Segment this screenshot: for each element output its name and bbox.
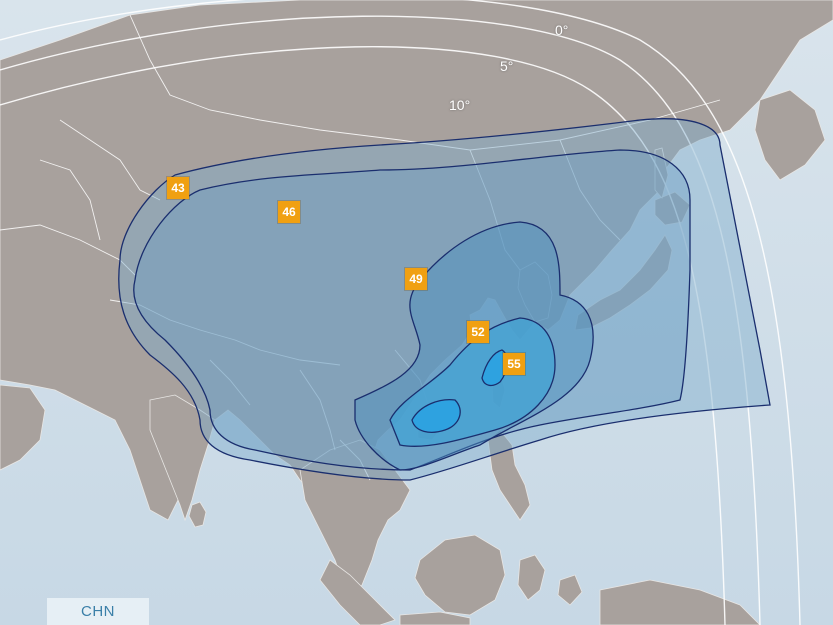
- elevation-label-10: 10°: [449, 97, 471, 113]
- country-borders: [0, 14, 721, 481]
- contour-label-43: 43: [167, 177, 189, 199]
- land-india: [149, 394, 216, 522]
- contour-label-52: 52: [467, 321, 489, 343]
- land-sumatra: [319, 559, 396, 625]
- elevation-arcs: [0, 0, 801, 625]
- region-tag[interactable]: CHN: [47, 598, 149, 625]
- elevation-arc-10: [0, 46, 726, 625]
- land-borneo: [414, 534, 506, 616]
- elevation-label-0: 0°: [555, 22, 569, 38]
- land-sakhalin: [654, 147, 669, 199]
- contour-label-49: 49: [405, 268, 427, 290]
- land-sulawesi: [517, 554, 583, 606]
- land-hokkaido: [654, 191, 691, 226]
- land-arabia: [0, 384, 46, 471]
- elevation-label-5: 5°: [500, 58, 514, 74]
- land-new-guinea: [599, 579, 761, 625]
- land-japan: [574, 234, 673, 331]
- contour-55-a: [411, 399, 461, 433]
- elevation-arc-0: [0, 0, 801, 625]
- elevation-arc-5: [0, 15, 761, 625]
- contour-label-55: 55: [503, 353, 525, 375]
- land-kamchatka: [754, 89, 826, 181]
- land-java: [399, 611, 471, 625]
- contour-label-46: 46: [278, 201, 300, 223]
- land-sri-lanka: [188, 501, 207, 528]
